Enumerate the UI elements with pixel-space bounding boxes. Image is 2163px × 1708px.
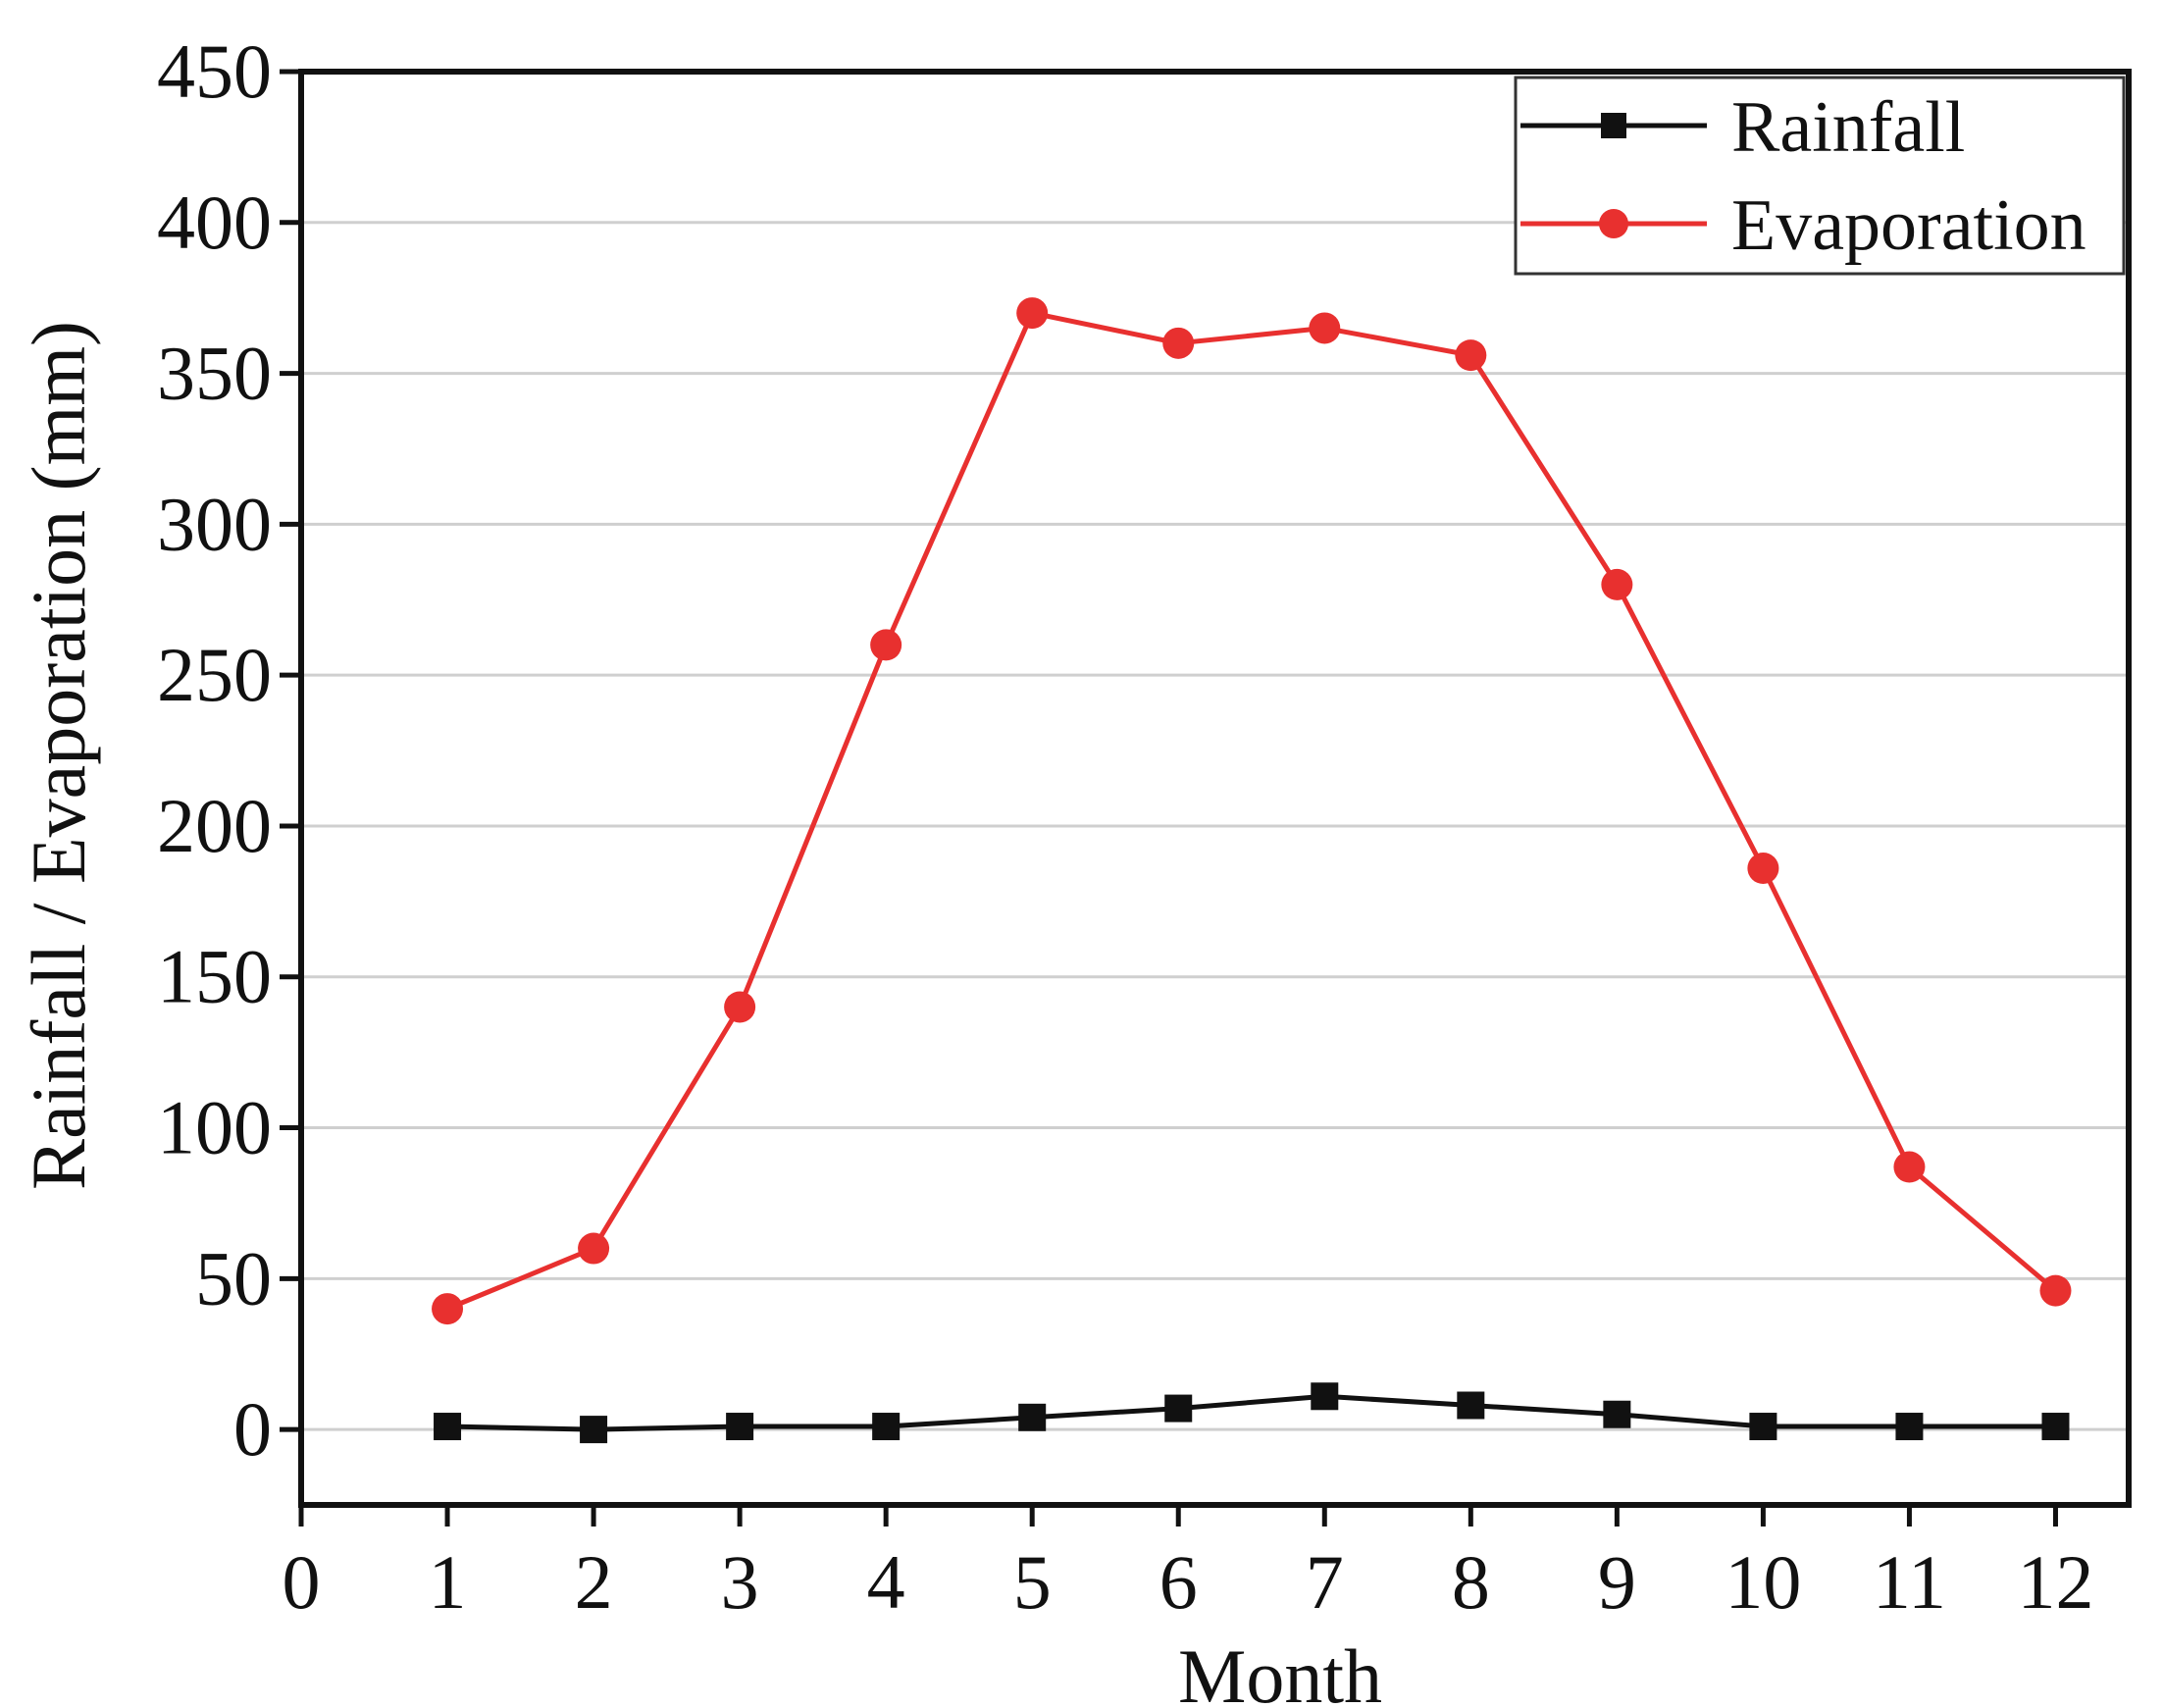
y-tick-label-0: 0 bbox=[233, 1386, 272, 1472]
rainfall-point-5 bbox=[1018, 1403, 1047, 1431]
x-tick-label-11: 11 bbox=[1873, 1539, 1946, 1625]
evaporation-point-12 bbox=[2039, 1274, 2072, 1307]
evaporation-point-3 bbox=[724, 991, 756, 1023]
evaporation-point-4 bbox=[870, 629, 902, 661]
x-tick-label-1: 1 bbox=[429, 1539, 467, 1625]
evaporation-point-8 bbox=[1455, 339, 1487, 372]
rainfall-point-10 bbox=[1749, 1413, 1777, 1441]
series-layer bbox=[432, 297, 2072, 1444]
y-axis-title: Rainfall / Evaporation (mm) bbox=[16, 321, 101, 1190]
y-tick-label-100: 100 bbox=[157, 1085, 272, 1170]
x-tick-label-5: 5 bbox=[1013, 1539, 1052, 1625]
x-axis-title: Month bbox=[1178, 1633, 1382, 1708]
x-tick-label-2: 2 bbox=[575, 1539, 613, 1625]
evaporation-point-5 bbox=[1016, 297, 1049, 330]
rainfall-point-11 bbox=[1895, 1413, 1924, 1441]
evaporation-point-6 bbox=[1162, 327, 1195, 359]
rainfall-point-9 bbox=[1603, 1400, 1631, 1428]
legend-evaporation-marker bbox=[1599, 209, 1628, 238]
legend-evaporation-label: Evaporation bbox=[1731, 185, 2086, 266]
evaporation-point-2 bbox=[578, 1232, 610, 1265]
rainfall-point-1 bbox=[434, 1413, 462, 1441]
y-tick-label-400: 400 bbox=[157, 180, 272, 265]
legend: Rainfall Evaporation bbox=[1514, 76, 2126, 276]
rainfall-point-2 bbox=[580, 1416, 608, 1444]
x-tick-label-0: 0 bbox=[283, 1539, 321, 1625]
y-tick-label-350: 350 bbox=[157, 331, 272, 416]
y-tick-label-150: 150 bbox=[157, 934, 272, 1019]
x-tick-label-7: 7 bbox=[1306, 1539, 1344, 1625]
legend-rainfall-label: Rainfall bbox=[1731, 87, 1965, 168]
rainfall-point-8 bbox=[1457, 1391, 1485, 1420]
evaporation-point-9 bbox=[1601, 568, 1633, 600]
rainfall-line bbox=[446, 1393, 2056, 1432]
evaporation-point-1 bbox=[432, 1293, 464, 1325]
gridlines bbox=[301, 221, 2129, 1431]
x-tick-label-4: 4 bbox=[867, 1539, 905, 1625]
y-tick-label-50: 50 bbox=[195, 1235, 272, 1320]
x-tick-label-10: 10 bbox=[1725, 1539, 1801, 1625]
y-tick-label-300: 300 bbox=[157, 481, 272, 566]
evaporation-point-7 bbox=[1309, 312, 1341, 344]
evaporation-point-11 bbox=[1893, 1151, 1926, 1183]
x-tick-label-12: 12 bbox=[2017, 1539, 2093, 1625]
rainfall-point-3 bbox=[726, 1413, 754, 1441]
rainfall-point-6 bbox=[1164, 1394, 1193, 1423]
x-tick-label-9: 9 bbox=[1598, 1539, 1636, 1625]
rainfall-point-12 bbox=[2041, 1413, 2070, 1441]
y-tick-label-450: 450 bbox=[157, 28, 272, 114]
x-tick-label-6: 6 bbox=[1159, 1539, 1198, 1625]
plot-frame bbox=[298, 69, 2132, 1508]
rainfall-point-7 bbox=[1311, 1382, 1339, 1411]
legend-box bbox=[1514, 76, 2126, 276]
rainfall-point-4 bbox=[872, 1413, 901, 1441]
y-tick-label-250: 250 bbox=[157, 632, 272, 717]
x-tick-label-8: 8 bbox=[1452, 1539, 1490, 1625]
x-tick-label-3: 3 bbox=[721, 1539, 759, 1625]
y-tick-label-200: 200 bbox=[157, 783, 272, 868]
evaporation-line bbox=[446, 310, 2058, 1312]
legend-rainfall-marker bbox=[1601, 113, 1626, 138]
evaporation-point-10 bbox=[1747, 853, 1779, 885]
